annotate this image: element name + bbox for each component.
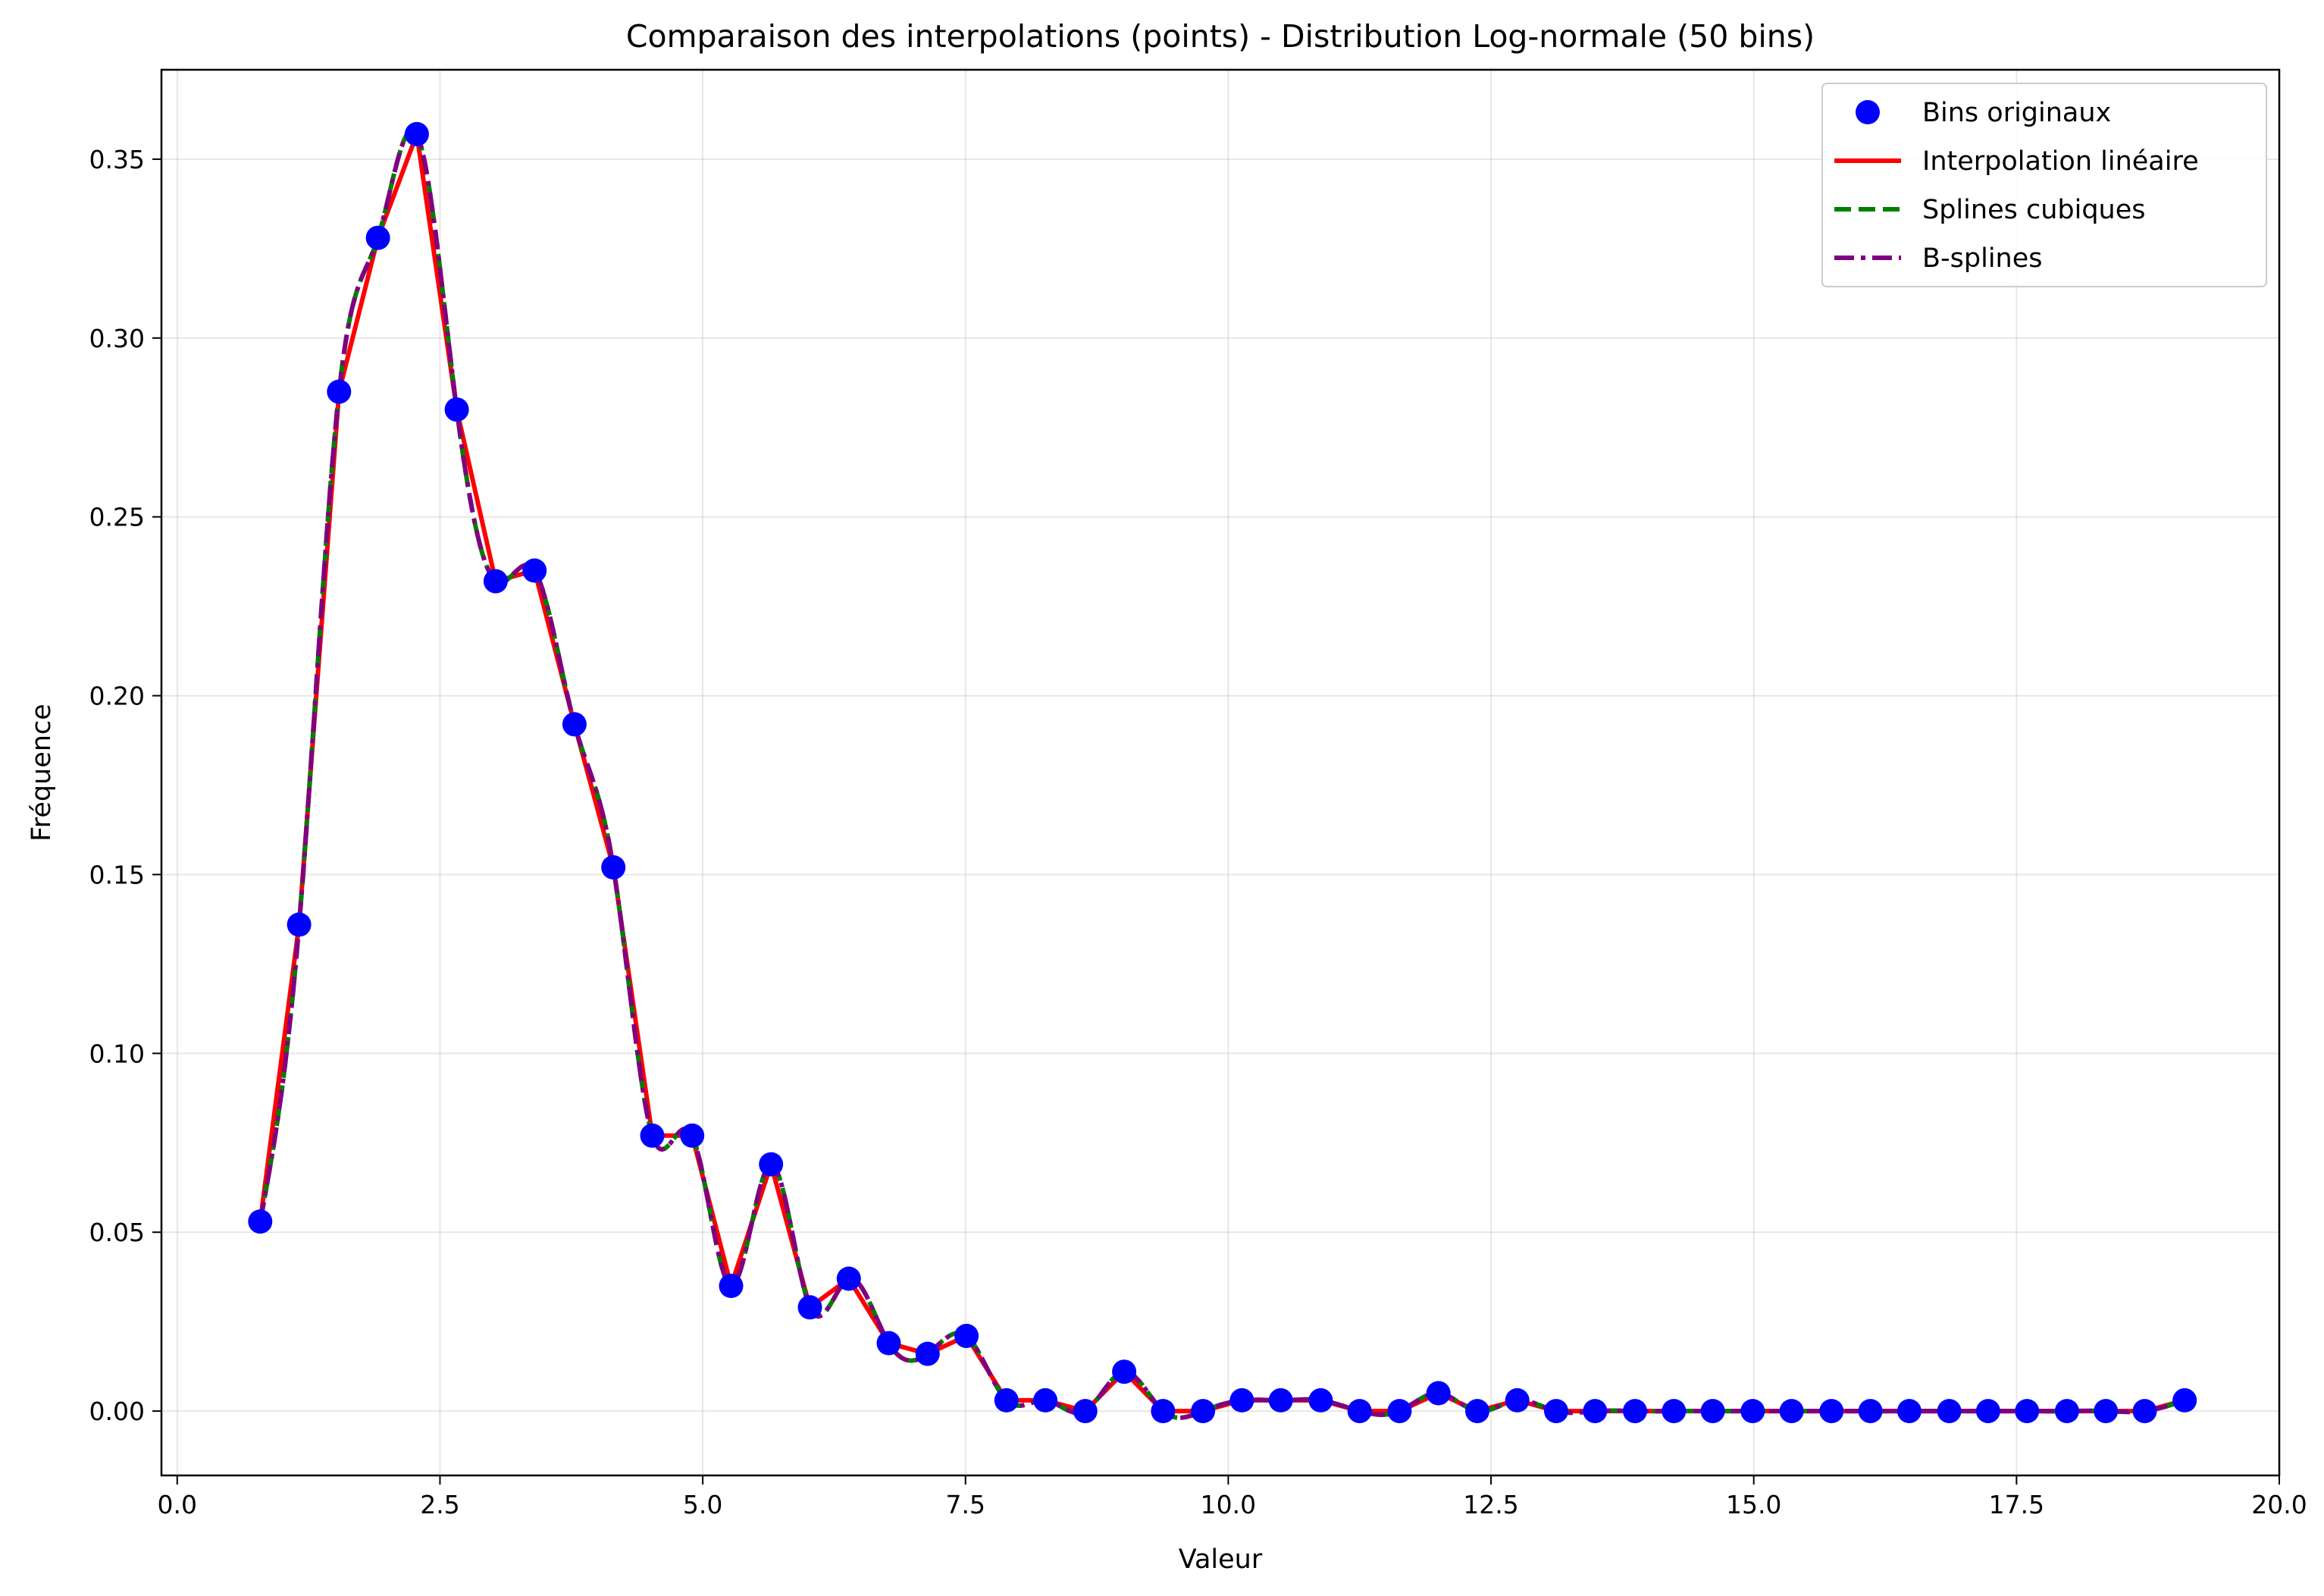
- data-point: [1975, 1399, 2000, 1424]
- legend-label-points: Bins originaux: [1922, 98, 2111, 128]
- y-tick-label: 0.35: [89, 145, 145, 174]
- legend-box: [1821, 83, 2267, 287]
- data-point: [404, 121, 429, 146]
- data-point: [444, 397, 469, 422]
- data-point: [522, 558, 547, 583]
- data-point: [1387, 1399, 1412, 1424]
- x-axis-ticks: 0.0 2.5 5.0 7.5 10.0 12.5 15.0 17.5 20.0: [158, 1475, 2307, 1519]
- x-tick-label: 10.0: [1201, 1490, 1256, 1519]
- data-point: [640, 1123, 665, 1148]
- data-point: [1347, 1399, 1372, 1424]
- y-tick-label: 0.15: [89, 860, 145, 889]
- data-point: [1308, 1387, 1333, 1413]
- x-tick-label: 20.0: [2251, 1490, 2307, 1519]
- data-point: [719, 1274, 744, 1298]
- legend-marker-points: [1856, 100, 1880, 124]
- data-point: [483, 569, 508, 594]
- data-point: [1819, 1399, 1844, 1424]
- data-point: [680, 1123, 705, 1148]
- data-points: [248, 121, 2197, 1424]
- y-tick-label: 0.25: [89, 503, 145, 532]
- data-point: [1700, 1399, 1725, 1424]
- x-tick-label: 17.5: [1989, 1490, 2044, 1519]
- y-axis-ticks: 0.00 0.05 0.10 0.15 0.20 0.25 0.30 0.35: [89, 145, 161, 1426]
- data-point: [1229, 1387, 1254, 1413]
- legend: Bins originaux Interpolation linéaire Sp…: [1821, 83, 2267, 287]
- data-point: [1033, 1387, 1058, 1413]
- y-axis-label: Fréquence: [27, 704, 57, 842]
- data-point: [1858, 1399, 1883, 1424]
- legend-label-bspline: B-splines: [1922, 243, 2043, 274]
- y-tick-label: 0.05: [89, 1218, 145, 1247]
- data-point: [1426, 1381, 1451, 1406]
- y-tick-label: 0.20: [89, 682, 145, 711]
- y-tick-label: 0.30: [89, 324, 145, 353]
- data-point: [1268, 1387, 1293, 1413]
- data-point: [1740, 1399, 1765, 1424]
- data-point: [365, 225, 390, 250]
- data-point: [1544, 1399, 1568, 1424]
- x-tick-label: 12.5: [1463, 1490, 1518, 1519]
- data-point: [248, 1209, 273, 1234]
- data-point: [2054, 1399, 2079, 1424]
- data-point: [1151, 1399, 1176, 1424]
- data-point: [994, 1387, 1019, 1413]
- data-point: [836, 1266, 861, 1291]
- data-point: [797, 1295, 822, 1320]
- data-point: [1779, 1399, 1804, 1424]
- data-point: [562, 712, 587, 737]
- legend-label-linear: Interpolation linéaire: [1922, 146, 2199, 177]
- data-point: [759, 1152, 784, 1177]
- legend-label-cubic: Splines cubiques: [1922, 195, 2146, 225]
- x-tick-label: 7.5: [946, 1490, 985, 1519]
- data-point: [1073, 1399, 1098, 1424]
- data-point: [1505, 1387, 1530, 1413]
- data-point: [287, 912, 312, 937]
- x-tick-label: 0.0: [158, 1490, 197, 1519]
- plot-frame: [160, 68, 2281, 1477]
- data-point: [601, 855, 626, 880]
- data-point: [1583, 1399, 1608, 1424]
- data-point: [915, 1341, 940, 1366]
- y-tick-label: 0.10: [89, 1039, 145, 1068]
- data-point: [876, 1331, 901, 1356]
- chart-title: Comparaison des interpolations (points) …: [626, 18, 1815, 55]
- x-tick-label: 5.0: [683, 1490, 722, 1519]
- data-point: [1896, 1399, 1922, 1424]
- data-point: [1112, 1359, 1137, 1384]
- x-tick-label: 2.5: [420, 1490, 459, 1519]
- data-point: [1623, 1399, 1647, 1424]
- y-tick-label: 0.00: [89, 1397, 145, 1426]
- data-point: [1937, 1399, 1962, 1424]
- data-point: [2015, 1399, 2040, 1424]
- data-point: [1465, 1399, 1489, 1424]
- data-point: [2172, 1387, 2197, 1413]
- data-point: [1662, 1399, 1687, 1424]
- data-point: [327, 379, 352, 404]
- data-point: [954, 1324, 979, 1348]
- x-axis-label: Valeur: [1179, 1544, 1263, 1575]
- data-point: [2094, 1399, 2119, 1424]
- x-tick-label: 15.0: [1726, 1490, 1781, 1519]
- data-point: [2132, 1399, 2157, 1424]
- data-point: [1191, 1399, 1216, 1424]
